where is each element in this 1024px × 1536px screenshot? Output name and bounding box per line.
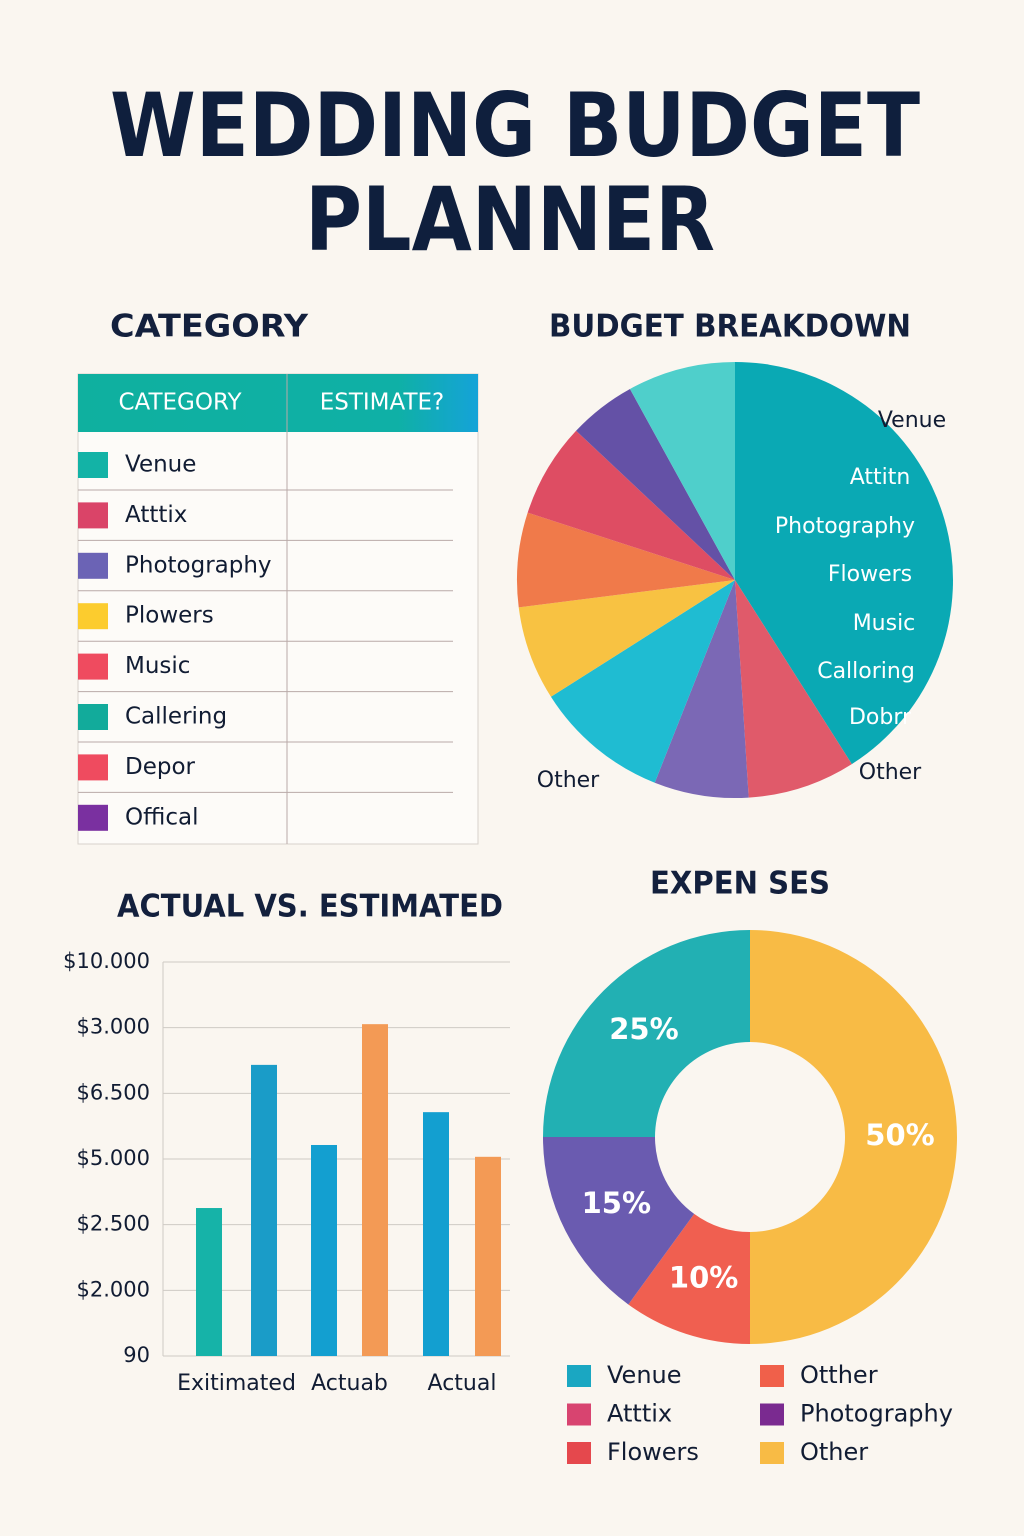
donut-slice (543, 1137, 695, 1305)
legend-swatch (567, 1442, 591, 1464)
donut-slice (750, 930, 957, 1344)
bar (475, 1156, 501, 1356)
y-tick-label: $10.000 (63, 949, 150, 973)
pie-slice (527, 430, 735, 580)
pie-slice (550, 580, 735, 783)
column-header: ESTIMATE? (320, 390, 445, 416)
y-tick-label: 90 (123, 1343, 150, 1367)
y-tick-label: $6.500 (77, 1080, 150, 1104)
legend-swatch (760, 1365, 784, 1387)
pie-annotation: Dobrr (849, 705, 912, 730)
pie-annotation: Venue (878, 408, 946, 433)
x-tick-label: Actual (428, 1371, 497, 1396)
pie-slice (518, 580, 735, 697)
value-label: 25% (609, 1012, 678, 1046)
y-tick-label: $2.500 (77, 1212, 150, 1236)
pie-annotation: Other (537, 768, 600, 793)
category-label: Offical (125, 804, 198, 830)
value-label: 15% (582, 1186, 651, 1220)
bar (311, 1144, 337, 1356)
page-title: PLANNER (305, 168, 715, 271)
x-tick-label: Actuab (311, 1371, 388, 1396)
category-swatch (78, 552, 108, 579)
legend-swatch (760, 1403, 784, 1426)
legend-label: Flowers (607, 1438, 699, 1466)
category-swatch (78, 754, 108, 781)
pie-annotation: Flowers (828, 562, 912, 587)
category-label: Atttix (125, 502, 187, 528)
category-label: Callering (125, 704, 227, 730)
y-tick-label: $3.000 (77, 1015, 150, 1039)
pie-slice (735, 580, 852, 798)
legend-label: Otther (800, 1361, 878, 1389)
x-tick-label: Exitimated (177, 1371, 296, 1396)
category-swatch (78, 502, 108, 529)
bar (362, 1024, 388, 1356)
legend-swatch (567, 1365, 591, 1387)
value-label: 10% (669, 1261, 738, 1295)
y-tick-label: $2.000 (77, 1277, 150, 1301)
legend-label: Other (800, 1438, 868, 1466)
chart-title: BUDGET BREAKDOWN (549, 309, 911, 345)
pie-slice (516, 512, 735, 608)
pie-slice (576, 388, 735, 580)
pie-slice (654, 580, 749, 798)
category-swatch (78, 653, 108, 680)
category-label: Photography (125, 552, 272, 578)
category-swatch (78, 804, 108, 831)
bar (423, 1112, 449, 1356)
chart-title: EXPEN SES (650, 866, 830, 902)
pie-annotation: Other (859, 760, 922, 785)
pie-slice (629, 362, 735, 580)
legend-swatch (567, 1403, 591, 1426)
donut-slice (628, 1213, 750, 1344)
legend-label: Venue (607, 1361, 682, 1389)
pie-annotation: Attitn (850, 465, 911, 490)
category-label: Music (125, 653, 190, 679)
pie-annotation: Photography (775, 514, 915, 539)
category-swatch (78, 452, 108, 478)
value-label: 50% (865, 1118, 934, 1152)
category-swatch (78, 603, 108, 630)
table (77, 373, 479, 845)
pie-annotation: Calloring (817, 659, 915, 684)
bar (196, 1208, 222, 1356)
legend-label: Atttix (607, 1400, 672, 1428)
page-title: WEDDING BUDGET (110, 74, 920, 177)
pie-slice (735, 362, 954, 765)
table-heading: CATEGORY (110, 309, 309, 345)
chart-title: ACTUAL VS. ESTIMATED (117, 889, 503, 925)
category-label: Venue (125, 452, 196, 478)
category-label: Plowers (125, 603, 214, 629)
legend-label: Photography (800, 1400, 953, 1428)
category-swatch (78, 704, 108, 730)
pie-annotation: Music (853, 611, 916, 636)
column-header: CATEGORY (118, 390, 242, 416)
legend-swatch (760, 1442, 784, 1464)
y-tick-label: $5.000 (77, 1146, 150, 1170)
category-label: Depor (125, 754, 196, 780)
bar (251, 1064, 277, 1356)
donut-slice (543, 930, 750, 1137)
table-header (78, 374, 478, 432)
